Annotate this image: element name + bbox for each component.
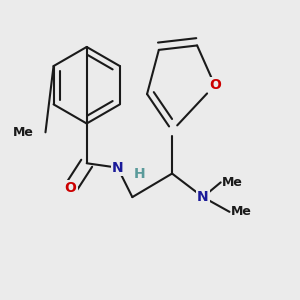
Text: Me: Me: [222, 176, 243, 189]
Text: N: N: [112, 161, 123, 175]
Text: N: N: [197, 190, 209, 204]
Text: O: O: [64, 181, 76, 195]
Text: Me: Me: [231, 205, 252, 218]
Text: O: O: [209, 78, 221, 92]
Text: Me: Me: [13, 126, 34, 139]
Text: H: H: [134, 167, 146, 181]
